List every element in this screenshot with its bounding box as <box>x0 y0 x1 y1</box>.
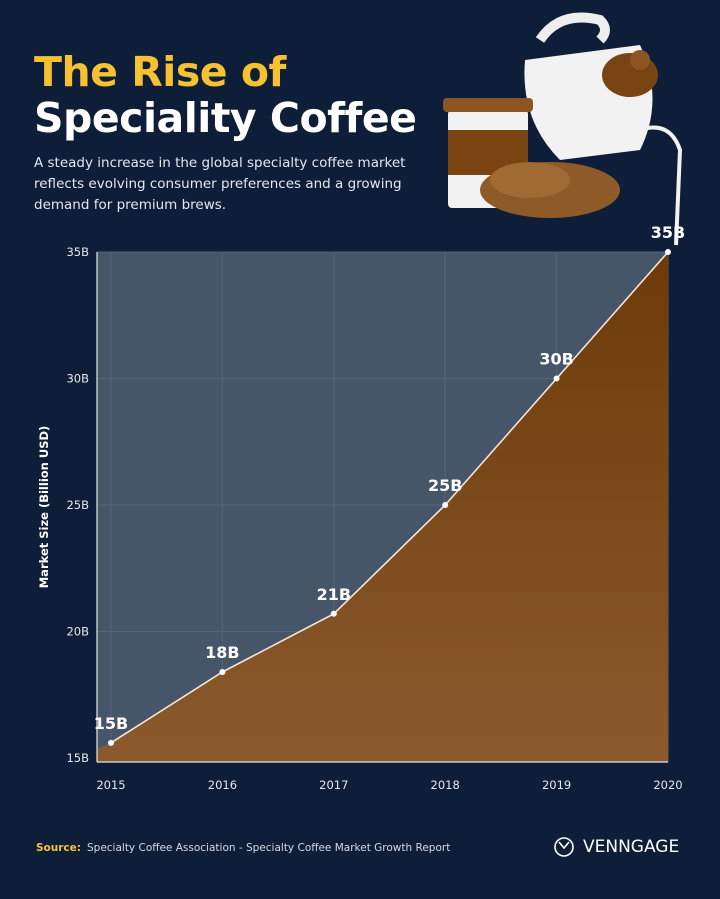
data-label: 18B <box>205 643 239 662</box>
title-line-1: The Rise of <box>34 48 286 96</box>
area-fill <box>97 252 668 762</box>
source-footer: Source: Specialty Coffee Association - Sp… <box>36 842 450 854</box>
title-line-2: Speciality Coffee <box>34 94 417 142</box>
data-point <box>553 375 560 382</box>
x-tick-label: 2018 <box>431 778 460 792</box>
x-tick-label: 2019 <box>542 778 571 792</box>
data-label: 30B <box>539 350 573 369</box>
x-tick-label: 2016 <box>208 778 237 792</box>
subtitle: A steady increase in the global specialt… <box>34 155 406 213</box>
source-label: Source: <box>36 842 81 854</box>
x-tick-label: 2017 <box>319 778 348 792</box>
y-tick-label: 20B <box>66 625 89 639</box>
x-tick-label: 2015 <box>96 778 125 792</box>
x-tick-label: 2020 <box>653 778 682 792</box>
data-label: 35B <box>651 223 685 242</box>
data-point <box>219 668 226 675</box>
data-point <box>330 610 337 617</box>
series-line <box>110 251 669 744</box>
brand-logo: VENNGAGE <box>553 836 679 858</box>
y-tick-label: 15B <box>66 751 89 765</box>
source-text: Specialty Coffee Association - Specialty… <box>86 842 451 854</box>
coffee-illustration <box>443 12 683 246</box>
data-label: 21B <box>317 585 351 604</box>
y-tick-label: 25B <box>66 498 89 512</box>
y-axis-label: Market Size (Billion USD) <box>37 426 51 589</box>
venngage-logo-icon <box>554 837 574 857</box>
brand-name: VENNGAGE <box>583 837 680 857</box>
y-tick-label: 30B <box>66 372 89 386</box>
data-point <box>665 249 671 255</box>
data-label: 25B <box>428 476 462 495</box>
y-tick-label: 35B <box>66 245 89 259</box>
data-point <box>442 502 449 508</box>
data-point <box>108 739 114 746</box>
data-label: 15B <box>94 714 128 733</box>
